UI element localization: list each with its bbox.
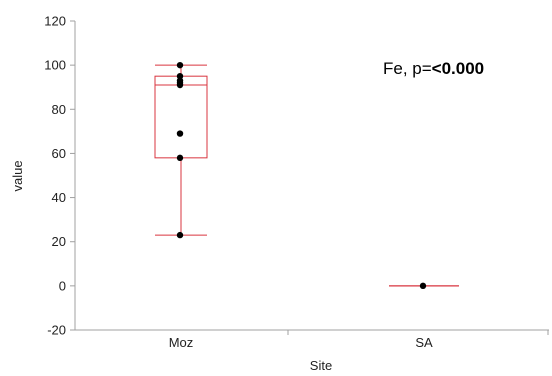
y-axis-title: value (10, 160, 25, 191)
points-layer (176, 61, 427, 290)
y-tick-label: 80 (52, 102, 66, 117)
box-iqr (154, 75, 208, 159)
annotation-value: <0.000 (432, 59, 484, 78)
plot-frame (74, 21, 549, 331)
y-axis: -20 0 20 40 60 80 100 120 (44, 14, 75, 338)
x-axis-title: Site (310, 358, 332, 373)
box-moz (154, 64, 208, 236)
annotation-text: Fe, p=<0.000 (383, 59, 484, 78)
x-tick-label-moz: Moz (169, 335, 194, 350)
y-tick-label: 60 (52, 146, 66, 161)
y-tick-label: 0 (59, 278, 66, 293)
data-point (176, 130, 184, 137)
data-point (176, 72, 184, 80)
data-point (419, 282, 427, 290)
data-point (176, 61, 184, 69)
x-tick-label-sa: SA (415, 335, 433, 350)
y-tick-label: 40 (52, 190, 66, 205)
y-tick-label: 120 (44, 14, 66, 29)
y-tick-label: -20 (47, 323, 66, 338)
annotation-prefix: Fe, p= (383, 59, 432, 78)
data-point (176, 81, 184, 89)
data-point (176, 231, 184, 239)
y-tick-label: 100 (44, 58, 66, 73)
data-point (176, 154, 184, 162)
x-axis: Moz SA (169, 330, 549, 350)
y-tick-label: 20 (52, 234, 66, 249)
boxes-layer (154, 64, 459, 287)
